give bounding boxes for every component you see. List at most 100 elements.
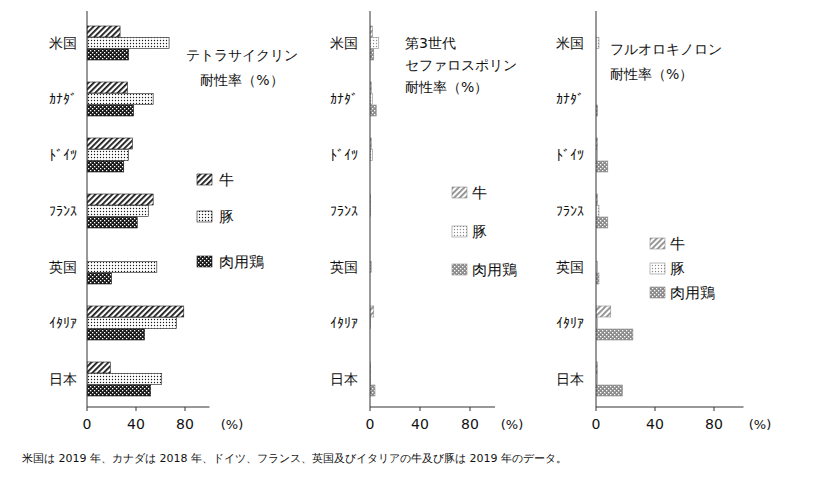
bar <box>596 306 611 317</box>
legend-label: 豚 <box>219 208 234 226</box>
legend-swatch <box>650 287 665 298</box>
category-label: ﾌﾗﾝｽ <box>556 203 584 219</box>
bar <box>87 362 110 373</box>
bar <box>87 161 124 172</box>
chart: 米国 ｶﾅﾀﾞ ﾄﾞｲﾂ ﾌﾗﾝｽ 英国 ｲﾀﾘｱ 日本 0 40 80 (%) フルオロキノロン耐性… <box>556 11 771 432</box>
bar <box>596 385 623 396</box>
bars <box>370 26 379 396</box>
bar <box>87 49 129 60</box>
legend-label: 肉用鶏 <box>670 284 715 302</box>
category-label: 英国 <box>330 259 358 275</box>
category-label: ｲﾀﾘｱ <box>556 315 584 331</box>
x-tick <box>714 407 715 411</box>
legend-swatch <box>452 264 467 275</box>
x-tick-label: 0 <box>366 416 375 432</box>
legend-label: 牛 <box>670 235 685 253</box>
x-tick <box>420 407 421 411</box>
x-tick <box>470 407 471 411</box>
category-label: 英国 <box>556 259 584 275</box>
category-label: ﾄﾞｲﾂ <box>556 147 584 163</box>
bar <box>370 38 379 49</box>
chart-title: 第3世代セファロスポリン耐性率（%） <box>405 35 517 95</box>
legend-swatch <box>650 238 665 249</box>
category-label: 米国 <box>330 35 358 51</box>
bar <box>87 26 120 37</box>
category-label: ｶﾅﾀﾞ <box>556 91 584 107</box>
title-line: 耐性率（%） <box>200 72 283 88</box>
category-label: ｲﾀﾘｱ <box>330 315 358 331</box>
bar <box>87 194 153 205</box>
bar <box>370 49 374 60</box>
figure: 米国ｶﾅﾀﾞﾄﾞｲﾂﾌﾗﾝｽ英国ｲﾀﾘｱ日本04080(%)テトラサイクリン耐性… <box>0 0 833 479</box>
chart-title: フルオロキノロン耐性率（%） <box>610 41 722 82</box>
legend-swatch <box>452 187 467 198</box>
category-label: 日本 <box>330 371 358 387</box>
bar <box>87 318 176 329</box>
category-label: 米国 <box>49 35 77 51</box>
title-line: 耐性率（%） <box>610 66 693 82</box>
chart-title: テトラサイクリン耐性率（%） <box>186 47 298 88</box>
legend-label: 牛 <box>219 171 234 189</box>
category-label: ｲﾀﾘｱ <box>49 315 77 331</box>
y-axis <box>596 11 597 407</box>
x-tick <box>136 407 137 411</box>
legend-swatch <box>197 174 212 185</box>
legend-label: 牛 <box>472 184 487 202</box>
bar <box>87 138 132 149</box>
bars <box>596 38 633 397</box>
bar <box>87 105 134 116</box>
x-axis-label: (%) <box>221 417 244 432</box>
bar <box>87 374 162 385</box>
category-label: 米国 <box>556 35 584 51</box>
legend: 牛豚肉用鶏 <box>452 184 517 279</box>
bar <box>87 306 184 317</box>
bar <box>87 329 145 340</box>
bar <box>87 82 127 93</box>
legend-swatch <box>452 226 467 237</box>
x-tick-label: 80 <box>176 416 194 432</box>
bar <box>87 206 148 217</box>
x-tick-label: 80 <box>705 416 723 432</box>
title-line: セファロスポリン <box>405 57 517 73</box>
x-axis-label: (%) <box>749 417 772 432</box>
x-axis <box>87 407 210 408</box>
x-tick-label: 80 <box>461 416 479 432</box>
legend-label: 豚 <box>472 223 487 241</box>
bar <box>370 385 375 396</box>
bar <box>87 385 151 396</box>
bar <box>370 105 376 116</box>
bar <box>87 262 157 273</box>
x-tick <box>370 407 371 411</box>
legend: 牛豚肉用鶏 <box>197 171 264 271</box>
category-label: ﾄﾞｲﾂ <box>330 147 358 163</box>
category-label: 日本 <box>49 371 77 387</box>
x-tick <box>185 407 186 411</box>
category-label: ﾌﾗﾝｽ <box>330 203 358 219</box>
title-line: 耐性率（%） <box>405 79 488 95</box>
category-label: ﾄﾞｲﾂ <box>49 147 77 163</box>
x-tick-label: 40 <box>646 416 664 432</box>
title-line: テトラサイクリン <box>186 47 298 63</box>
bar <box>370 306 374 317</box>
legend-label: 肉用鶏 <box>472 261 517 279</box>
y-axis <box>370 11 371 407</box>
category-label: 日本 <box>556 371 584 387</box>
bar <box>87 94 153 105</box>
legend-label: 豚 <box>670 260 685 278</box>
x-axis <box>370 407 495 408</box>
x-tick-label: 0 <box>83 416 92 432</box>
footnote: 米国は 2019 年、カナダは 2018 年、ドイツ、フランス、英国及びイタリア… <box>22 452 567 465</box>
bar <box>596 161 608 172</box>
category-label: ﾌﾗﾝｽ <box>49 203 77 219</box>
x-axis <box>596 407 744 408</box>
x-tick <box>596 407 597 411</box>
title-line: フルオロキノロン <box>610 41 722 57</box>
x-tick <box>655 407 656 411</box>
legend-swatch <box>197 211 212 222</box>
x-tick-label: 0 <box>592 416 601 432</box>
x-tick-label: 40 <box>127 416 145 432</box>
title-line: 第3世代 <box>405 35 456 51</box>
bar <box>596 217 608 228</box>
legend-label: 肉用鶏 <box>219 253 264 271</box>
category-label: ｶﾅﾀﾞ <box>49 91 77 107</box>
